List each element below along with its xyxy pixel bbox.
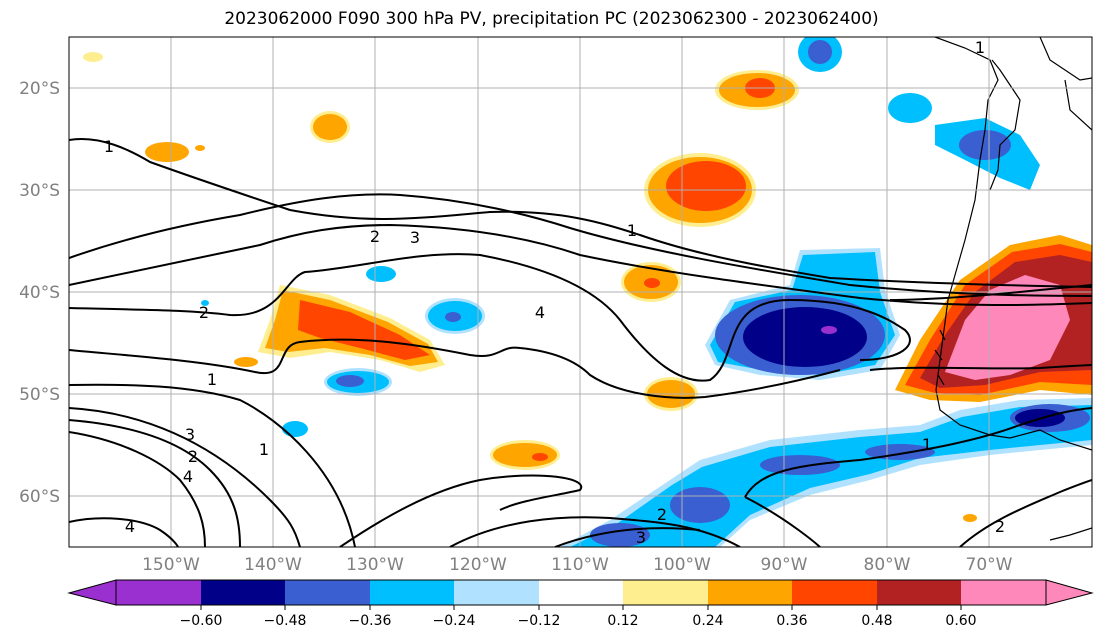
- contour-label: 2: [199, 303, 209, 322]
- contour-label: 1: [207, 370, 217, 389]
- lon-label: 90°W: [761, 555, 808, 575]
- lat-label: 60°S: [19, 487, 60, 507]
- colorbar-swatch: [708, 580, 792, 605]
- colorbar-tick-label: −0.12: [518, 613, 561, 629]
- contour-label: 4: [535, 303, 545, 322]
- contour-label: 1: [259, 440, 269, 459]
- lat-label: 30°S: [19, 181, 60, 201]
- lat-label: 50°S: [19, 385, 60, 405]
- pv-contours: [69, 138, 1092, 547]
- grid-lines: [69, 37, 1092, 547]
- colorbar-tick-label: 0.36: [776, 613, 807, 629]
- colorbar-tick-label: −0.60: [180, 613, 223, 629]
- colorbar-tick-label: −0.48: [264, 613, 307, 629]
- colorbar-tick-label: 0.48: [861, 613, 892, 629]
- colorbar-extend-high: [1045, 579, 1094, 606]
- lat-labels: 20°S 30°S 40°S 50°S 60°S: [19, 79, 60, 507]
- lon-label: 130°W: [346, 555, 404, 575]
- contour-label: 3: [410, 228, 420, 247]
- contour-label: 1: [975, 38, 985, 57]
- precip-negative-shading: [201, 37, 1092, 547]
- contour-label: 1: [104, 137, 114, 156]
- contour-label: 4: [125, 517, 135, 536]
- colorbar-swatch: [116, 580, 201, 605]
- contour-label: 1: [627, 221, 637, 240]
- colorbar-swatch: [454, 580, 539, 605]
- lon-label: 140°W: [244, 555, 302, 575]
- lat-label: 20°S: [19, 79, 60, 99]
- colorbar-tick-label: −0.36: [349, 613, 392, 629]
- contour-label: 2: [657, 505, 667, 524]
- coastlines: [934, 37, 1092, 541]
- contour-label: 2: [370, 227, 380, 246]
- colorbar-swatch: [961, 580, 1046, 605]
- lon-label: 80°W: [864, 555, 911, 575]
- contour-labels: 1 2 3 4 1 2 3 1 4 2 1 2 3 4 1 1 2: [104, 38, 1005, 547]
- colorbar-extend-low: [67, 579, 117, 606]
- colorbar-tick-label: 0.60: [945, 613, 976, 629]
- lon-label: 120°W: [449, 555, 507, 575]
- lon-label: 110°W: [551, 555, 609, 575]
- contour-label: 4: [183, 467, 193, 486]
- contour-label: 3: [185, 425, 195, 444]
- colorbar-tick-label: 0.24: [692, 613, 723, 629]
- contour-label: 2: [188, 447, 198, 466]
- colorbar-swatch: [539, 580, 623, 605]
- colorbar-swatch: [285, 580, 370, 605]
- lon-labels: 150°W 140°W 130°W 120°W 110°W 100°W 90°W…: [142, 555, 1013, 575]
- colorbar-swatch: [370, 580, 454, 605]
- lon-label: 150°W: [142, 555, 200, 575]
- lat-label: 40°S: [19, 283, 60, 303]
- map-frame: [68, 36, 1093, 548]
- colorbar-swatch: [201, 580, 285, 605]
- colorbar-tick-label: −0.24: [433, 613, 476, 629]
- contour-label: 1: [922, 435, 932, 454]
- colorbar-swatch: [623, 580, 708, 605]
- lon-label: 70°W: [966, 555, 1013, 575]
- colorbar: −0.60 −0.48 −0.36 −0.24 −0.12 0.12 0.24 …: [67, 579, 1094, 629]
- contour-label: 3: [636, 528, 646, 547]
- colorbar-swatch: [877, 580, 961, 605]
- colorbar-swatch: [792, 580, 877, 605]
- contour-label: 2: [995, 517, 1005, 536]
- lon-label: 100°W: [653, 555, 711, 575]
- colorbar-tick-label: 0.12: [607, 613, 638, 629]
- map-title: 2023062000 F090 300 hPa PV, precipitatio…: [224, 9, 879, 29]
